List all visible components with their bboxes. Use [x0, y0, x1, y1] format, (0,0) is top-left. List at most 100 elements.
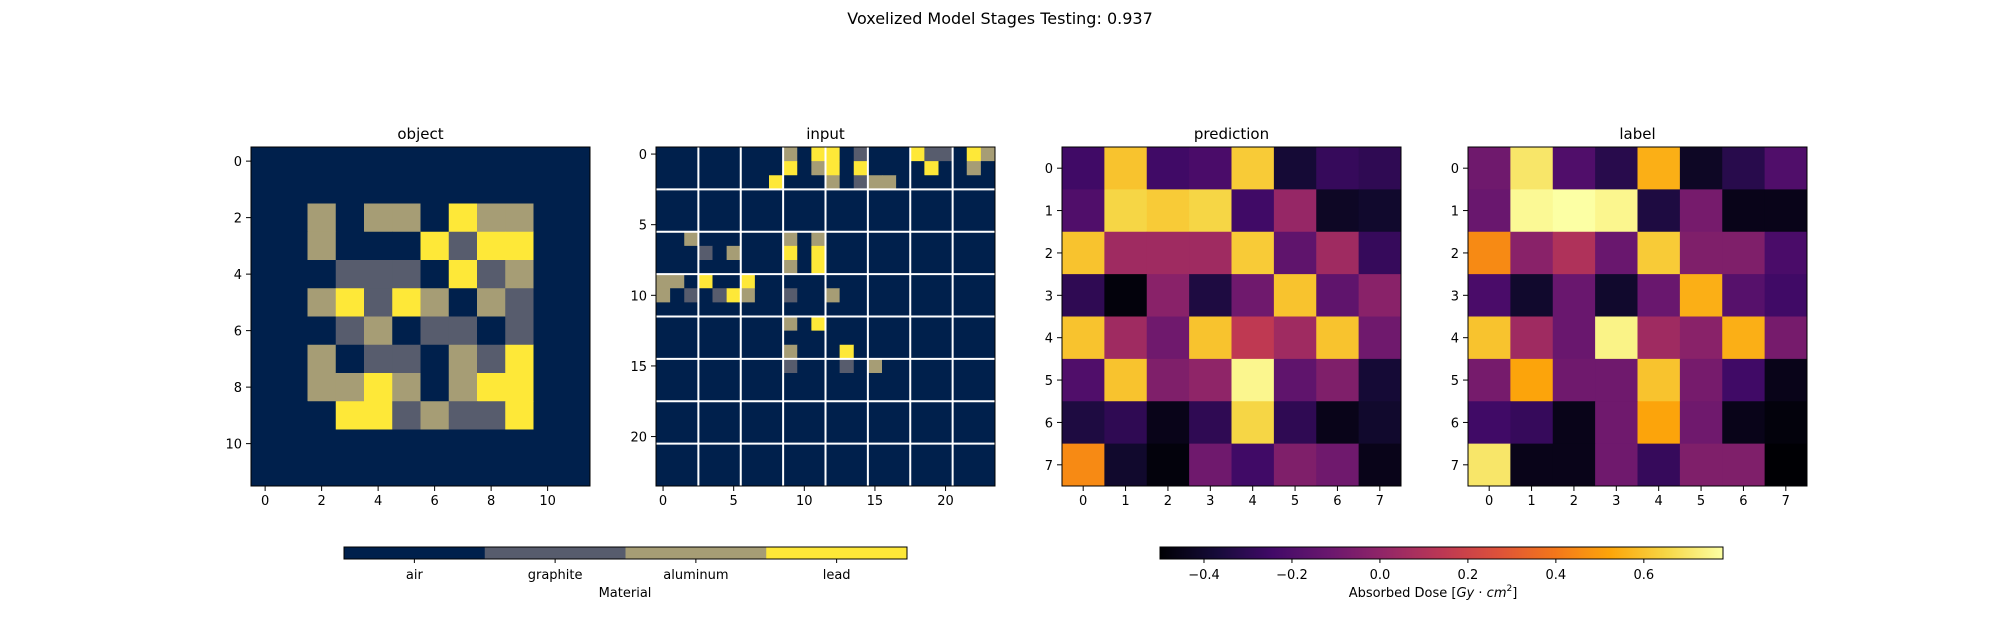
- heatmap-cell: [938, 231, 954, 247]
- heatmap-cell: [924, 415, 939, 430]
- heatmap-cell: [966, 203, 982, 219]
- colorbar-segment-air: [344, 547, 486, 559]
- heatmap-cell: [1189, 443, 1232, 487]
- heatmap-cell: [279, 203, 308, 233]
- heatmap-cell: [924, 203, 939, 219]
- heatmap-cell: [477, 147, 506, 176]
- heatmap-cell: [420, 429, 450, 459]
- heatmap-cell: [698, 457, 713, 473]
- heatmap-cell: [740, 203, 756, 219]
- heatmap-cell: [966, 358, 982, 374]
- heatmap-cell: [839, 330, 855, 346]
- heatmap-cell: [769, 443, 784, 459]
- heatmap-cell: [952, 344, 968, 360]
- heatmap-cell: [477, 316, 506, 346]
- heatmap-cell: [1722, 189, 1766, 233]
- heatmap-cell: [448, 203, 478, 233]
- colorbar-segment-graphite: [484, 547, 626, 559]
- heatmap-cell: [797, 245, 812, 261]
- heatmap-cell: [754, 443, 770, 459]
- colorbar-segment-lead: [766, 547, 908, 559]
- heatmap-cell: [754, 330, 770, 346]
- heatmap-cell: [1316, 231, 1360, 275]
- heatmap-cell: [980, 245, 996, 261]
- heatmap-cell: [392, 231, 421, 261]
- heatmap-cell: [896, 373, 911, 388]
- heatmap-cell: [896, 457, 911, 473]
- heatmap-cell: [670, 288, 685, 303]
- heatmap-cell: [882, 387, 897, 402]
- heatmap-cell: [811, 373, 826, 388]
- heatmap-cell: [924, 344, 939, 360]
- heatmap-cell: [684, 443, 699, 459]
- heatmap-cell: [392, 401, 421, 430]
- heatmap-cell: [684, 387, 699, 402]
- heatmap-cell: [420, 457, 450, 487]
- heatmap-cell: [698, 358, 713, 374]
- y-tick-label: 5: [1451, 374, 1459, 389]
- heatmap-cell: [839, 217, 855, 233]
- heatmap-cell: [698, 443, 713, 459]
- heatmap-cell: [698, 175, 713, 190]
- heatmap-cell: [712, 471, 728, 487]
- heatmap-cell: [1552, 358, 1596, 402]
- panel-title: label: [1619, 125, 1655, 143]
- heatmap-cell: [839, 387, 855, 402]
- material-colorbar: air graphite aluminum lead: [343, 546, 908, 583]
- heatmap-cell: [754, 457, 770, 473]
- heatmap-cell: [712, 373, 728, 388]
- heatmap-cell: [392, 373, 421, 402]
- heatmap-cell: [966, 330, 982, 346]
- heatmap-cell: [811, 471, 826, 487]
- heatmap-cell: [420, 147, 450, 176]
- heatmap-cell: [1316, 316, 1360, 360]
- heatmap-cell: [740, 387, 756, 402]
- heatmap-cell: [811, 274, 826, 289]
- heatmap-cell: [769, 316, 784, 332]
- heatmap-cell: [797, 302, 812, 317]
- heatmap-cell: [797, 203, 812, 219]
- heatmap-cell: [966, 302, 982, 317]
- heatmap-cell: [825, 161, 841, 176]
- heatmap-cell: [910, 358, 925, 374]
- heatmap-cell: [882, 260, 897, 275]
- y-tick-label: 2: [1451, 247, 1459, 262]
- heatmap-cell: [867, 330, 883, 346]
- heatmap-cell: [882, 288, 897, 303]
- heatmap-cell: [867, 274, 883, 289]
- heatmap-cell: [867, 288, 883, 303]
- heatmap-cell: [477, 429, 506, 459]
- heatmap-cell: [910, 471, 925, 487]
- heatmap-cell: [684, 274, 699, 289]
- heatmap-cell: [754, 203, 770, 219]
- heatmap-cell: [533, 401, 563, 430]
- heatmap-cell: [505, 203, 534, 233]
- heatmap-cell: [1358, 443, 1402, 487]
- heatmap-cell: [740, 288, 756, 303]
- heatmap-cell: [811, 415, 826, 430]
- heatmap-cell: [952, 175, 968, 190]
- heatmap-cell: [279, 260, 308, 289]
- heatmap-cell: [882, 245, 897, 261]
- heatmap-cell: [1764, 316, 1808, 360]
- y-tick-label: 4: [1451, 332, 1459, 347]
- heatmap-cell: [1637, 189, 1681, 233]
- heatmap-cell: [1146, 358, 1190, 402]
- heatmap-cell: [505, 288, 534, 317]
- heatmap-cell: [1679, 443, 1723, 487]
- heatmap-cell: [392, 429, 421, 459]
- panel-title: prediction: [1194, 125, 1269, 143]
- heatmap-cell: [251, 203, 280, 233]
- heatmap-cell: [1722, 443, 1766, 487]
- heatmap-cell: [980, 415, 996, 430]
- heatmap-cell: [754, 471, 770, 487]
- heatmap-cell: [769, 330, 784, 346]
- heatmap-cell: [952, 217, 968, 233]
- heatmap-cell: [769, 358, 784, 374]
- heatmap-cell: [754, 316, 770, 332]
- heatmap-cell: [853, 189, 869, 204]
- y-tick-label: 4: [1045, 332, 1053, 347]
- heatmap-cell: [882, 457, 897, 473]
- heatmap-cell: [561, 401, 591, 430]
- heatmap-cell: [335, 147, 365, 176]
